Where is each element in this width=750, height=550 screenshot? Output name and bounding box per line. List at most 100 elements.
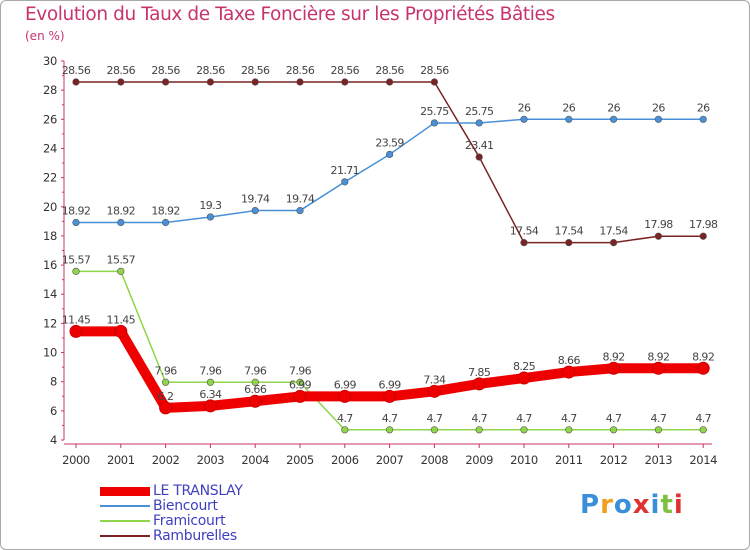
data-point [699,426,707,434]
data-point [72,267,80,275]
chart-title: Evolution du Taux de Taxe Foncière sur l… [25,4,555,25]
data-label: 7.34 [423,373,446,386]
legend-label: Ramburelles [153,528,237,544]
data-point [472,377,486,391]
y-tick-label: 16 [43,258,57,272]
y-tick-label: 12 [43,316,57,330]
legend-item: Biencourt [100,498,360,514]
data-point [296,206,304,215]
data-label: 28.56 [151,64,180,77]
data-point [654,115,663,123]
data-label: 8.92 [692,350,714,363]
data-label: 4.7 [382,412,398,425]
data-point [162,78,170,86]
data-label: 6.99 [379,378,402,391]
data-label: 17.54 [599,225,628,238]
x-tick-label: 2007 [376,453,404,467]
data-point [114,324,128,338]
data-label: 26 [562,101,575,114]
data-point [475,153,483,161]
data-point [341,78,349,86]
data-label: 8.92 [603,350,625,363]
data-label: 7.96 [244,364,267,377]
x-tick-label: 2002 [152,453,180,467]
data-point [696,361,710,375]
data-label: 19.74 [241,193,270,206]
x-tick-label: 2010 [510,453,538,467]
data-point [383,389,397,403]
data-point [206,378,214,386]
logo-letter: t [660,490,674,520]
data-label: 28.56 [62,64,91,77]
data-label: 19.74 [286,193,315,206]
data-label: 8.66 [558,354,581,367]
data-point [609,115,618,123]
data-label: 4.7 [695,412,711,425]
logo-letter: r [600,490,614,520]
legend-label: LE TRANSLAY [153,483,243,499]
x-tick-label: 2013 [645,453,673,467]
x-tick-label: 2005 [286,453,314,467]
logo-letter: P [580,490,601,520]
data-point [69,324,83,338]
data-point [565,115,573,123]
y-tick-label: 22 [43,171,57,185]
data-point [651,361,665,375]
data-label: 6.66 [244,383,267,396]
data-label: 21.71 [331,164,360,177]
logo-letter: x [632,490,651,520]
proxiti-logo: Proxiti [580,490,684,520]
data-label: 8.92 [647,350,669,363]
data-label: 25.75 [465,105,494,118]
data-label: 18.92 [62,205,91,218]
data-point [430,78,439,86]
legend-item: LE TRANSLAY [100,483,360,499]
logo-letter: o [613,490,633,520]
x-tick-label: 2009 [465,453,493,467]
y-tick-label: 20 [43,200,57,214]
data-point [251,78,259,86]
y-tick-label: 4 [50,433,57,447]
y-axis-unit-label: (en %) [25,29,65,43]
data-point [117,78,125,86]
data-point [699,232,707,240]
data-point [341,178,349,186]
data-point [296,378,304,386]
data-label: 8.25 [513,360,536,373]
legend-item: Ramburelles [100,528,360,544]
data-point [248,394,262,408]
data-point [609,426,618,434]
y-tick-label: 10 [43,346,57,360]
data-labels: 11.45 11.45 6.2 6.34 6.66 6.99 6.99 6.99 7.34 7.8… [62,64,719,425]
data-point [386,150,394,159]
y-tick-label: 24 [43,141,57,155]
logo-letter: i [650,490,661,520]
x-tick-label: 2011 [555,453,583,467]
data-point [293,389,307,403]
y-tick-label: 26 [43,112,57,126]
data-point [565,239,573,247]
data-point [565,426,573,434]
data-point [607,361,621,375]
data-label: 7.96 [289,364,312,377]
data-label: 18.92 [107,205,136,218]
data-label: 7.85 [468,366,491,379]
data-point [72,78,80,86]
x-tick-label: 2000 [62,453,90,467]
data-label: 6.99 [289,378,312,391]
data-point [520,239,528,247]
x-tick-label: 2012 [600,453,628,467]
data-point [562,365,576,379]
data-label: 17.98 [689,218,718,231]
data-label: 23.59 [375,136,404,149]
data-label: 25.75 [420,105,449,118]
data-label: 28.56 [241,64,270,77]
data-point [386,426,394,434]
data-point [430,119,439,127]
data-point [117,218,125,227]
data-label: 4.7 [606,412,622,425]
data-label: 4.7 [516,412,532,425]
data-point [296,78,304,86]
logo-letter: i [673,490,684,520]
data-label: 19.3 [199,199,222,212]
